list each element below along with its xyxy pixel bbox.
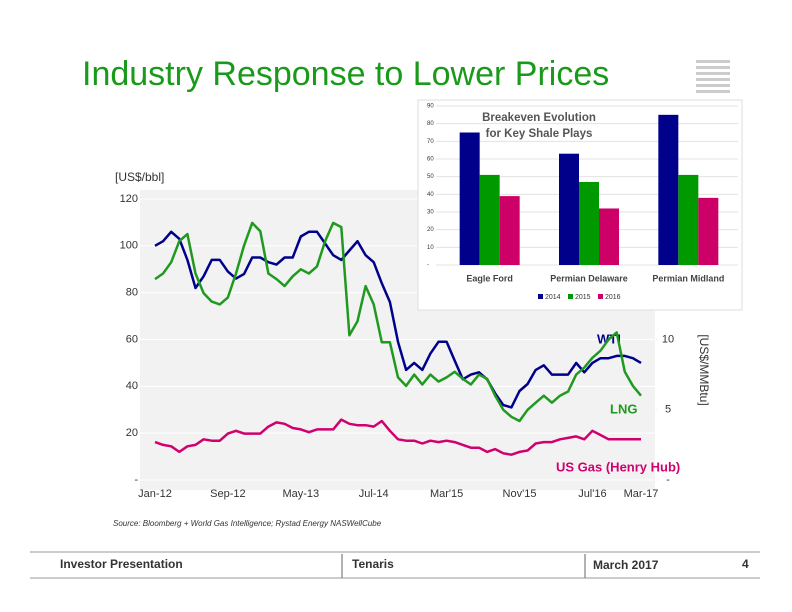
x-tick-label: Mar'15 bbox=[430, 488, 463, 500]
x-tick-label: Sep-12 bbox=[210, 488, 245, 500]
y-tick-label: 70 bbox=[427, 139, 434, 145]
y-tick-label: 120 bbox=[120, 193, 138, 205]
y-tick-label: 80 bbox=[427, 121, 434, 127]
page-number: 4 bbox=[742, 557, 749, 571]
source-note: Source: Bloomberg + World Gas Intelligen… bbox=[113, 519, 382, 528]
legend-label: 2015 bbox=[575, 294, 591, 301]
y-tick-label: 60 bbox=[126, 333, 138, 345]
x-tick-label: Nov'15 bbox=[503, 488, 537, 500]
inset-title: for Key Shale Plays bbox=[486, 128, 593, 140]
y2-tick-label: 10 bbox=[662, 333, 674, 345]
legend-label: 2016 bbox=[605, 294, 621, 301]
footer-left: Investor Presentation bbox=[60, 557, 183, 571]
y-tick-label: 90 bbox=[427, 104, 434, 110]
x-tick-label: Mar-17 bbox=[624, 488, 659, 500]
legend-label: 2014 bbox=[545, 294, 561, 301]
series-label: US Gas (Henry Hub) bbox=[556, 459, 680, 474]
footer-right: March 2017 bbox=[593, 558, 659, 572]
y-tick-label: - bbox=[134, 474, 138, 486]
y2-tick-label: 5 bbox=[665, 404, 671, 416]
bar bbox=[559, 153, 579, 265]
y-tick-label: - bbox=[427, 263, 429, 269]
x-tick-label: Eagle Ford bbox=[466, 273, 513, 283]
y-tick-label: 40 bbox=[427, 192, 434, 198]
bar bbox=[479, 174, 500, 265]
bar bbox=[678, 174, 699, 265]
y-axis-label: [US$/bbl] bbox=[115, 170, 164, 184]
x-tick-label: Permian Delaware bbox=[550, 273, 628, 283]
x-tick-label: May-13 bbox=[282, 488, 319, 500]
slide-title: Industry Response to Lower Prices bbox=[82, 55, 609, 93]
bar bbox=[698, 197, 719, 265]
y2-axis-label: [US$/MMBtu] bbox=[697, 334, 711, 405]
y2-tick-label: - bbox=[666, 474, 670, 486]
y-tick-label: 20 bbox=[126, 427, 138, 439]
line-series bbox=[154, 230, 642, 409]
line-series bbox=[154, 418, 641, 456]
footer-center: Tenaris bbox=[352, 557, 394, 571]
y-tick-label: 50 bbox=[427, 174, 434, 180]
legend-swatch bbox=[568, 294, 573, 299]
y-tick-label: 80 bbox=[126, 287, 138, 299]
x-tick-label: Jul'16 bbox=[578, 488, 606, 500]
y-tick-label: 10 bbox=[427, 245, 434, 251]
x-tick-label: Jul-14 bbox=[359, 488, 389, 500]
bar bbox=[658, 114, 679, 265]
y-tick-label: 60 bbox=[427, 157, 434, 163]
bar bbox=[499, 196, 520, 265]
x-tick-label: Jan-12 bbox=[138, 488, 172, 500]
y-tick-label: 40 bbox=[126, 380, 138, 392]
y-tick-label: 20 bbox=[427, 227, 434, 233]
y-tick-label: 30 bbox=[427, 210, 434, 216]
line-series bbox=[154, 221, 642, 423]
menu-icon bbox=[696, 60, 730, 93]
legend-swatch bbox=[538, 294, 543, 299]
bar bbox=[459, 132, 480, 265]
inset-title: Breakeven Evolution bbox=[482, 112, 596, 124]
x-tick-label: Permian Midland bbox=[652, 273, 724, 283]
bar bbox=[579, 181, 599, 265]
series-label: LNG bbox=[610, 401, 637, 416]
y-tick-label: 100 bbox=[120, 240, 138, 252]
legend-swatch bbox=[598, 294, 603, 299]
bar bbox=[599, 208, 619, 265]
